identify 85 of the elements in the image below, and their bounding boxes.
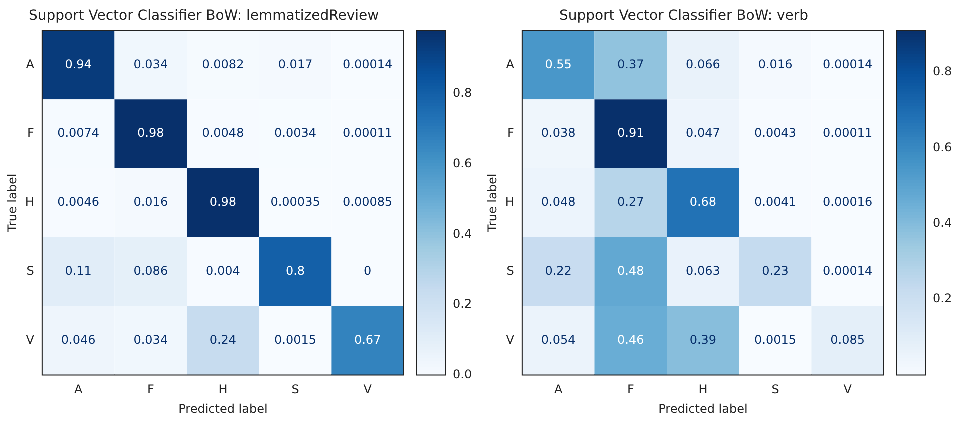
data-label: 0.0015: [754, 332, 797, 347]
data-label: 0.00035: [270, 195, 320, 210]
data-label: 0.24: [210, 332, 237, 347]
x-tick-label: H: [218, 382, 228, 397]
data-label: 0.054: [541, 332, 576, 347]
data-label: 0.00014: [823, 57, 873, 72]
color-bar-label: 0.4: [933, 216, 952, 230]
data-label: 0.0041: [754, 195, 797, 210]
data-label: 0.0046: [58, 195, 100, 210]
y-tick-label: A: [26, 57, 36, 72]
data-label: 0.038: [541, 126, 576, 140]
data-label: 0.11: [65, 264, 92, 278]
data-label: 0.034: [134, 332, 168, 347]
data-label: 0.017: [278, 57, 313, 72]
y-axis-title: True label: [5, 174, 20, 234]
x-tick-label: V: [844, 382, 853, 397]
data-label: 0.67: [354, 332, 382, 347]
data-label: 0.085: [830, 332, 866, 347]
color-bar-label: 0.4: [453, 226, 472, 241]
data-label: 0.48: [618, 264, 644, 278]
data-label: 0.22: [545, 264, 572, 278]
y-tick-label: V: [506, 332, 516, 347]
y-tick-label: F: [28, 126, 35, 140]
chart-title: Support Vector Classifier BoW: verb: [559, 8, 809, 24]
data-label: 0.46: [618, 332, 644, 347]
color-bar-label: 0.2: [933, 292, 952, 306]
data-label: 0.00014: [343, 57, 393, 72]
y-tick-label: S: [26, 264, 34, 278]
data-label: 0.0074: [58, 126, 100, 140]
data-label: 0.98: [210, 195, 237, 210]
data-label: 0.016: [134, 195, 168, 210]
color-bar-label: 0.6: [933, 140, 952, 154]
data-label: 0.0082: [202, 57, 244, 72]
data-label: 0.37: [618, 57, 644, 72]
color-bar-label: 0.8: [933, 64, 952, 79]
y-tick-label: A: [506, 57, 516, 72]
data-label: 0.8: [286, 264, 306, 278]
x-tick-label: S: [772, 382, 780, 397]
x-axis-title: Predicted label: [658, 402, 748, 416]
data-label: 0.086: [134, 264, 168, 278]
y-axis-title: True label: [485, 174, 500, 234]
y-tick-label: H: [505, 195, 514, 210]
data-label: 0.016: [758, 57, 793, 72]
x-tick-label: F: [147, 382, 154, 397]
data-label: 0.047: [686, 126, 720, 140]
y-tick-label: V: [26, 332, 36, 347]
y-tick-label: S: [506, 264, 514, 278]
data-label: 0.0048: [202, 126, 244, 140]
data-label: 0.00011: [823, 126, 873, 140]
x-tick-label: S: [292, 382, 300, 397]
data-label: 0.94: [65, 57, 92, 72]
x-axis-title: Predicted label: [178, 402, 268, 416]
color-bar-label: 0.0: [453, 367, 472, 382]
data-label: 0.004: [206, 264, 240, 278]
x-tick-label: A: [554, 382, 564, 397]
data-label: 0.048: [541, 195, 576, 210]
y-tick-label: H: [25, 195, 34, 210]
color-bar-label: 0.2: [453, 297, 472, 312]
data-label: 0.046: [61, 332, 96, 347]
data-label: 0.27: [618, 195, 644, 210]
data-label: 0.00016: [823, 195, 873, 210]
data-label: 0.23: [762, 264, 789, 278]
data-label: 0.0034: [274, 126, 317, 140]
data-label: 0.00085: [343, 195, 393, 210]
x-tick-label: F: [627, 382, 634, 397]
data-label: 0.034: [134, 57, 168, 72]
data-label: 0.55: [545, 57, 572, 72]
data-label: 0.063: [686, 264, 720, 278]
data-label: 0.39: [690, 332, 717, 347]
chart-title: Support Vector Classifier BoW: lemmatizedReview: [28, 8, 380, 24]
data-label: 0.066: [686, 57, 720, 72]
data-label: 0.00011: [343, 126, 393, 140]
color-bar-label: 0.8: [453, 86, 472, 100]
color-bar-label: 0.6: [453, 156, 472, 170]
data-label: 0.00014: [823, 264, 873, 278]
x-tick-label: H: [698, 382, 708, 397]
y-tick-label: F: [508, 126, 515, 140]
data-label: 0.0015: [274, 332, 317, 347]
data-label: 0.68: [690, 195, 717, 210]
x-tick-label: V: [364, 382, 373, 397]
x-tick-label: A: [74, 382, 84, 397]
data-label: 0.0043: [754, 126, 797, 140]
data-label: 0: [364, 264, 372, 278]
data-label: 0.98: [138, 126, 164, 140]
data-label: 0.91: [618, 126, 644, 140]
